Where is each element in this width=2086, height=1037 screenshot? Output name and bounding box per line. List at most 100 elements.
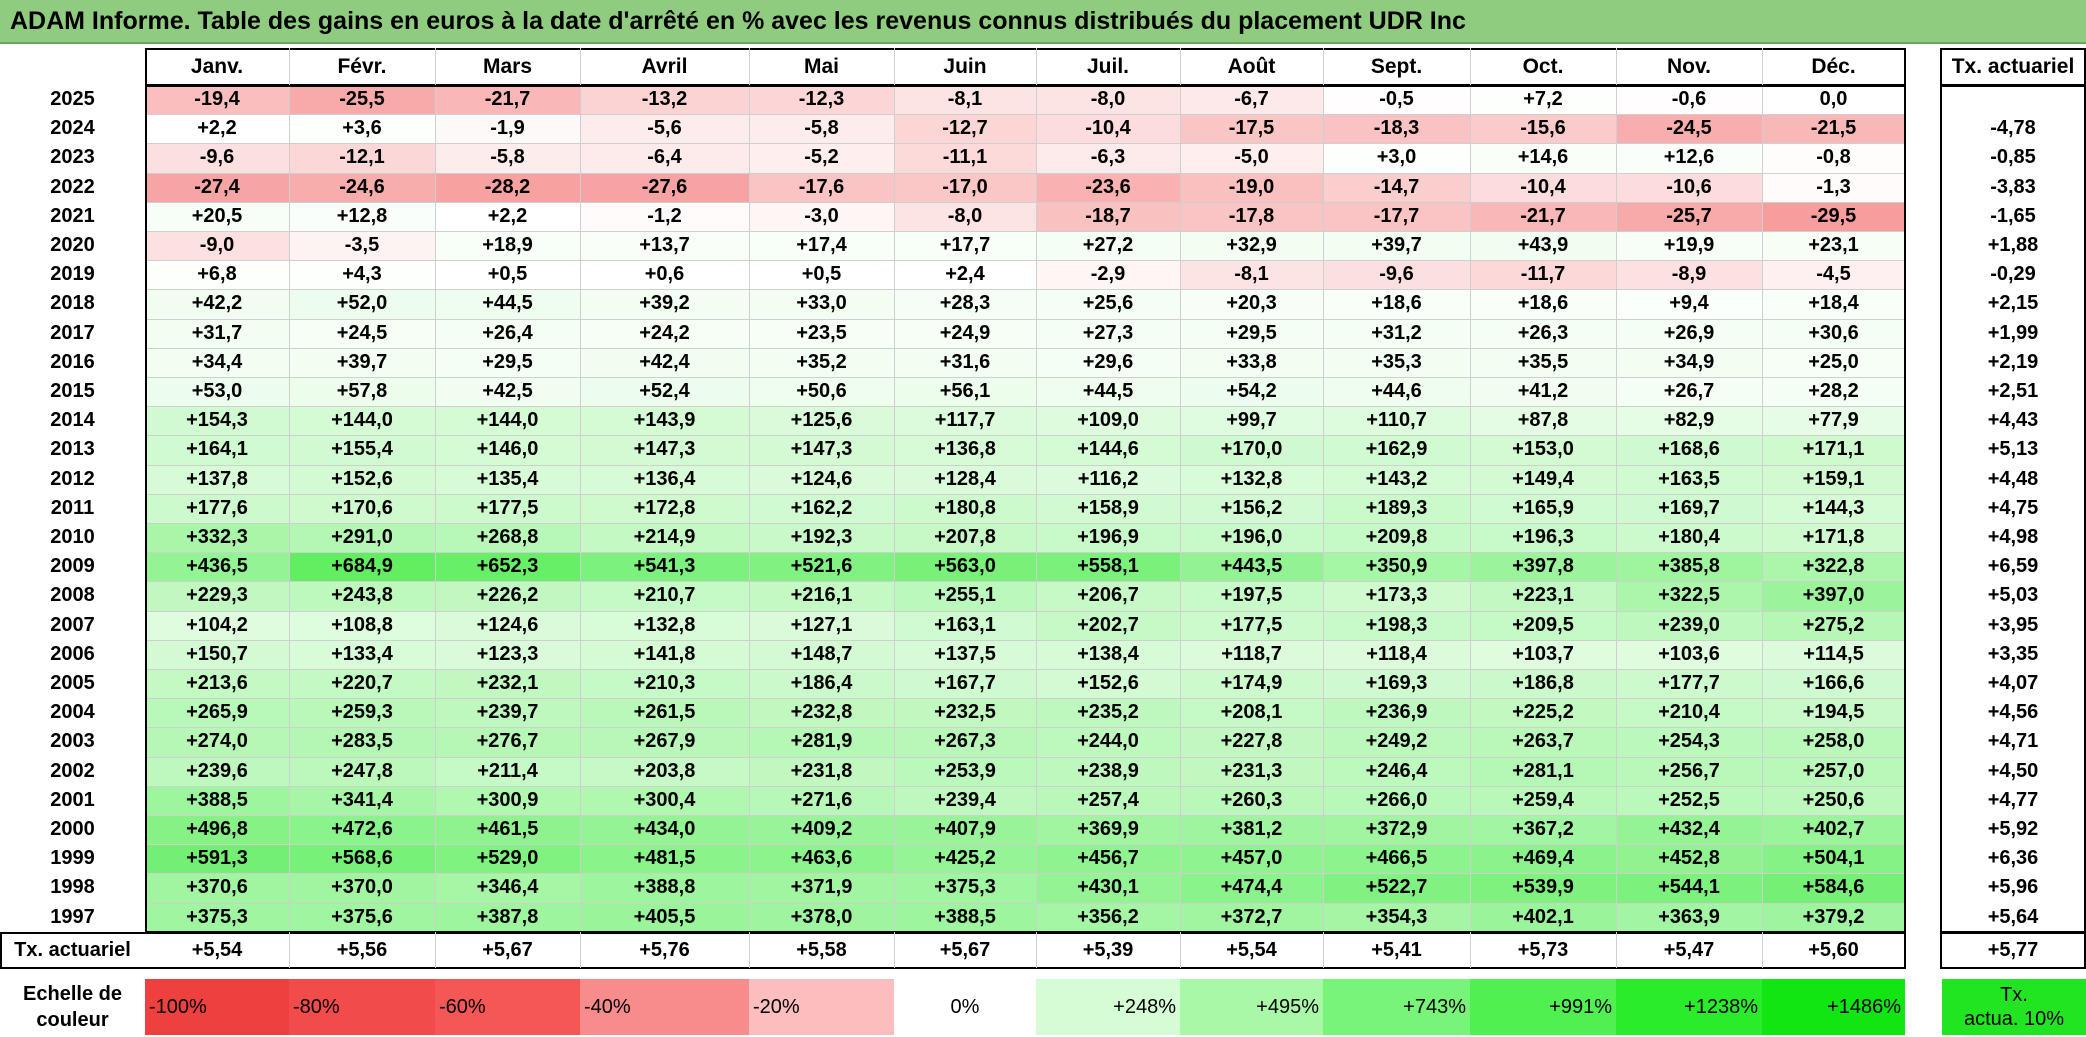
heatmap-cell: +469,4 [1470,844,1616,874]
heatmap-cell: +39,7 [1323,231,1470,261]
annual-rate-cell: +4,50 [1987,759,2039,782]
grid-line [145,640,1905,641]
heatmap-cell: +167,7 [894,669,1036,699]
year-label: 2017 [50,321,95,344]
heatmap-cell: +196,9 [1036,523,1180,553]
heatmap-cell: +213,6 [145,669,289,699]
heatmap-cell: +463,6 [749,844,894,874]
heatmap-cell: +346,4 [435,873,580,903]
heatmap-cell: +257,0 [1762,756,1905,786]
heatmap-cell: +211,4 [435,756,580,786]
heatmap-cell: +18,6 [1470,289,1616,319]
heatmap-cell: +225,2 [1470,698,1616,728]
month-header: Mars [482,54,533,78]
heatmap-cell: +147,3 [580,435,749,465]
heatmap-cell: +372,9 [1323,815,1470,845]
heatmap-cell: -19,0 [1180,172,1323,202]
heatmap-cell: -11,1 [894,143,1036,173]
heatmap-cell: +652,3 [435,552,580,582]
heatmap-cell: +370,6 [145,873,289,903]
heatmap-cell: +165,9 [1470,493,1616,523]
heatmap-cell: +0,5 [435,260,580,290]
heatmap-cell: +125,6 [749,406,894,436]
grid-line [145,552,1905,553]
annual-rate-cell: +5,92 [1987,818,2039,841]
heatmap-cell: +163,5 [1616,464,1762,494]
year-label: 2005 [50,672,95,695]
heatmap-cell: -5,6 [580,114,749,144]
annual-rate-cell: +4,48 [1987,467,2039,490]
heatmap-cell: +150,7 [145,639,289,669]
heatmap-cell: +267,3 [894,727,1036,757]
heatmap-cell: -9,6 [1323,260,1470,290]
heatmap-cell: +2,4 [894,260,1036,290]
annual-rate-cell: +4,75 [1987,496,2039,519]
heatmap-cell: -11,7 [1470,260,1616,290]
year-label: 2016 [50,350,95,373]
footer-rate-cell: +5,54 [1226,938,1277,961]
scale-step: +743% [1323,979,1470,1035]
heatmap-cell: +356,2 [1036,902,1180,932]
heatmap-cell: +26,7 [1616,377,1762,407]
grid-line [145,406,1905,407]
heatmap-cell: +202,7 [1036,610,1180,640]
heatmap-cell: +276,7 [435,727,580,757]
heatmap-cell: +31,7 [145,318,289,348]
year-label: 2025 [50,88,95,111]
heatmap-cell: +231,8 [749,756,894,786]
annual-rate-cell: +5,13 [1987,438,2039,461]
heatmap-cell: +82,9 [1616,406,1762,436]
heatmap-cell: +42,5 [435,377,580,407]
heatmap-cell: +260,3 [1180,785,1323,815]
footer-annual-cell: +5,77 [1987,938,2039,961]
footer-rate-cell: +5,58 [796,938,847,961]
heatmap-cell: +18,9 [435,231,580,261]
heatmap-cell: +407,9 [894,815,1036,845]
annual-header: Tx. actuariel [1951,54,2075,78]
heatmap-cell: +152,6 [289,464,435,494]
month-header: Oct. [1522,54,1564,78]
heatmap-cell: +258,0 [1762,727,1905,757]
heatmap-cell: +104,2 [145,610,289,640]
grid-line [749,932,750,968]
heatmap-cell: +252,5 [1616,785,1762,815]
heatmap-cell: +103,7 [1470,639,1616,669]
heatmap-cell: +388,5 [894,902,1036,932]
heatmap-cell: +474,4 [1180,873,1323,903]
heatmap-cell: +443,5 [1180,552,1323,582]
scale-step: -40% [580,979,749,1035]
heatmap-cell: -8,0 [894,201,1036,231]
heatmap-cell: +275,2 [1762,610,1905,640]
heatmap-cell: +210,4 [1616,698,1762,728]
heatmap-cell: +209,8 [1323,523,1470,553]
heatmap-cell: +210,3 [580,669,749,699]
heatmap-cell: +23,1 [1762,231,1905,261]
heatmap-cell: +206,7 [1036,581,1180,611]
heatmap-cell: -13,2 [580,85,749,115]
month-header: Avril [641,54,688,78]
scale-annual: Tx. actua. 10% [1942,979,2086,1035]
heatmap-cell: +375,3 [145,902,289,932]
heatmap-cell: +180,8 [894,493,1036,523]
heatmap-cell: +156,2 [1180,493,1323,523]
heatmap-cell: +171,1 [1762,435,1905,465]
annual-rate-cell: -0,85 [1990,146,2036,169]
heatmap-cell: -14,7 [1323,172,1470,202]
heatmap-cell: +53,0 [145,377,289,407]
heatmap-cell: +169,7 [1616,493,1762,523]
scale-step: -80% [289,979,435,1035]
heatmap-cell: +186,4 [749,669,894,699]
heatmap-cell: +372,7 [1180,902,1323,932]
heatmap-cell: -17,8 [1180,201,1323,231]
annual-rate-cell: +6,36 [1987,847,2039,870]
heatmap-cell: +529,0 [435,844,580,874]
scale-step: +248% [1036,979,1180,1035]
heatmap-cell: +239,7 [435,698,580,728]
heatmap-cell: +388,8 [580,873,749,903]
grid-line [145,202,1905,203]
heatmap-cell: +472,6 [289,815,435,845]
heatmap-cell: +117,7 [894,406,1036,436]
footer-rate-cell: +5,73 [1517,938,1569,961]
heatmap-cell: +371,9 [749,873,894,903]
heatmap-cell: +432,4 [1616,815,1762,845]
